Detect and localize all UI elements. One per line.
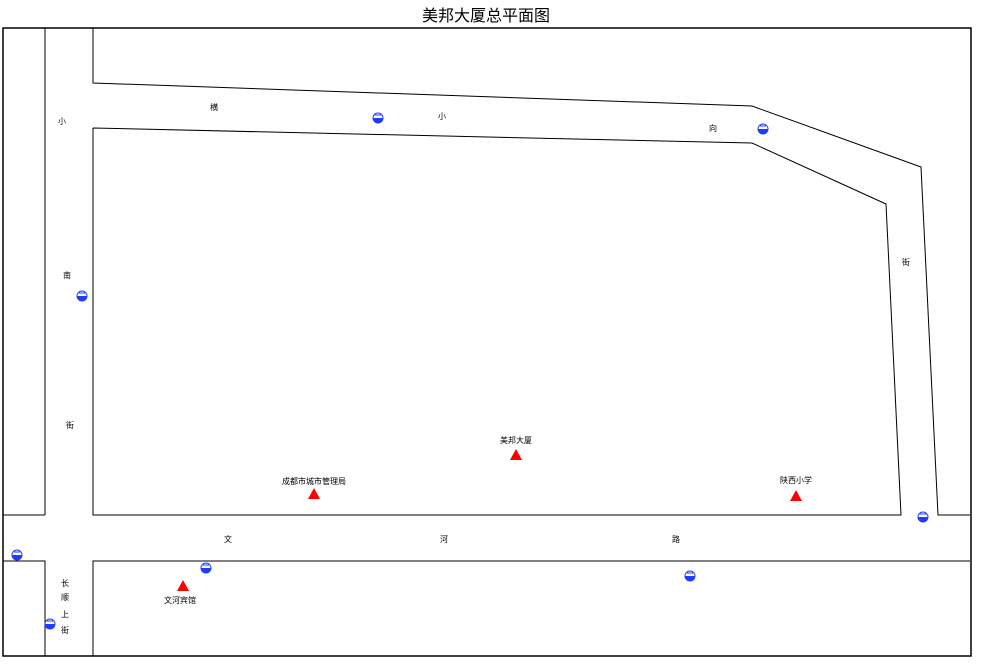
- road-label-char: 顺: [61, 593, 69, 602]
- road-label-char: 上: [61, 610, 69, 619]
- red-triangle-marker-icon: [790, 490, 802, 501]
- poi-label: 美邦大厦: [500, 435, 532, 445]
- road-label-char: 南: [63, 270, 71, 280]
- road-edge-bottom-left: [3, 560, 46, 656]
- red-triangle-marker-icon: [177, 580, 189, 591]
- fire-hydrant-icon[interactable]: [684, 570, 696, 582]
- poi-layer: 美邦大厦 成都市城市管理局 陕西小学 文河宾馆: [164, 435, 812, 605]
- poi-meibang-building[interactable]: 美邦大厦: [500, 435, 532, 460]
- poi-wenhe-hotel[interactable]: 文河宾馆: [164, 580, 196, 605]
- fire-hydrant-icon[interactable]: [757, 123, 769, 135]
- road-label-char: 路: [672, 534, 680, 544]
- road-label-char: 小: [58, 117, 66, 126]
- road-edge-top-outer: [92, 28, 970, 516]
- poi-label: 成都市城市管理局: [282, 476, 346, 486]
- poi-shaanxi-school[interactable]: 陕西小学: [780, 475, 812, 501]
- road-label-char: 街: [66, 420, 74, 430]
- poi-city-management[interactable]: 成都市城市管理局: [282, 476, 346, 499]
- road-labels: 横 小 向 小 南 街 街 文 河 路 长 顺 上 街: [58, 102, 910, 635]
- fire-hydrant-icon[interactable]: [76, 290, 88, 302]
- map-frame: [2, 27, 972, 657]
- fire-hydrant-icon[interactable]: [372, 112, 384, 124]
- hydrant-layer: [11, 112, 929, 630]
- fire-hydrant-icon[interactable]: [200, 562, 212, 574]
- map-title: 美邦大厦总平面图: [421, 6, 550, 25]
- road-label-char: 街: [61, 625, 69, 635]
- road-label-char: 小: [438, 112, 446, 121]
- road-label-char: 河: [440, 534, 448, 544]
- road-label-char: 文: [224, 534, 232, 544]
- road-label-char: 长: [61, 578, 69, 588]
- poi-label: 陕西小学: [780, 475, 812, 485]
- road-label-char: 向: [709, 123, 717, 133]
- road-edge-bottom: [92, 560, 970, 656]
- road-label-char: 横: [210, 102, 218, 112]
- fire-hydrant-icon[interactable]: [11, 549, 23, 561]
- red-triangle-marker-icon: [510, 449, 522, 460]
- block-outline: [92, 127, 902, 516]
- road-lines: [3, 28, 970, 656]
- red-triangle-marker-icon: [308, 488, 320, 499]
- fire-hydrant-icon[interactable]: [44, 618, 56, 630]
- road-label-char: 街: [902, 257, 910, 267]
- fire-hydrant-icon[interactable]: [917, 511, 929, 523]
- poi-label: 文河宾馆: [164, 595, 196, 605]
